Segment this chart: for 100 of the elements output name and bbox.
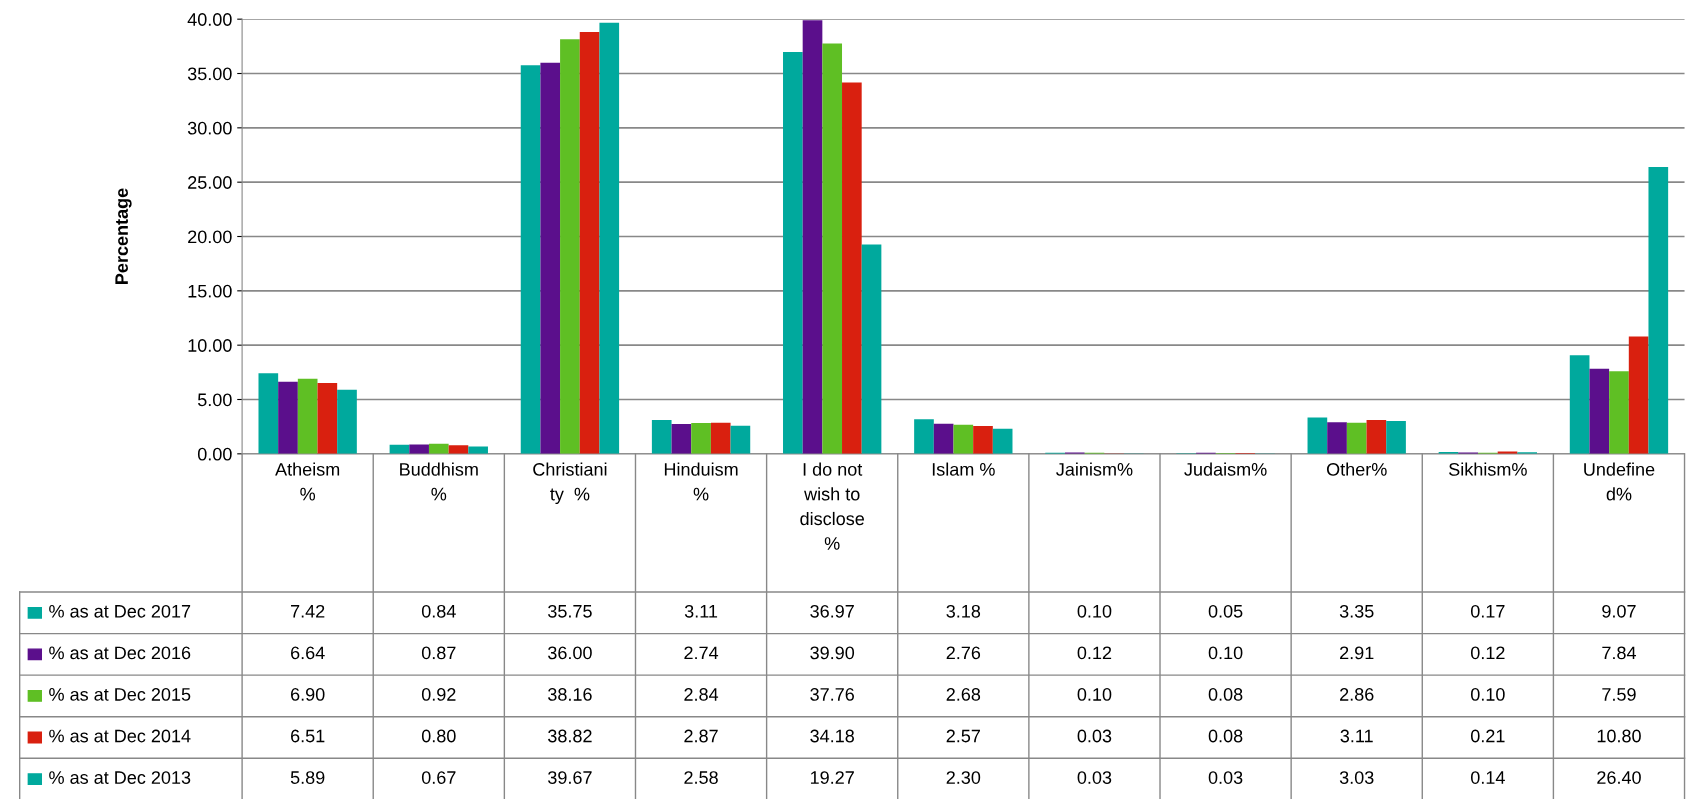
data-label: 3.35: [1339, 604, 1374, 618]
data-label: 3.18: [946, 604, 981, 618]
bar: [992, 428, 1013, 454]
data-label: 2.30: [946, 771, 981, 784]
bar: [1366, 420, 1387, 454]
bar: [1327, 422, 1347, 454]
bar: [802, 20, 823, 454]
data-label: 35.75: [548, 604, 592, 618]
bar: [933, 423, 954, 454]
y-tick-label: 15.00: [188, 284, 232, 298]
data-label: 34.18: [810, 729, 854, 743]
data-label: 39.90: [810, 646, 855, 660]
y-tick-label: 10.00: [188, 339, 232, 352]
x-tick-label: Hinduism %: [664, 462, 738, 501]
bar: [317, 383, 338, 454]
x-tick-label: Buddhism %: [400, 462, 478, 501]
x-tick-label: I do not wish to disclose %: [800, 462, 864, 550]
data-label: 2.58: [684, 771, 718, 784]
legend-label: % as at Dec 2013: [49, 771, 191, 784]
data-label: 2.57: [946, 729, 980, 743]
y-tick-label: 20.00: [188, 230, 232, 244]
bar: [579, 32, 600, 454]
data-label: 6.64: [291, 646, 325, 660]
data-label: 2.91: [1340, 646, 1374, 660]
data-label: 7.42: [291, 604, 325, 618]
bar: [783, 52, 803, 454]
data-label: 0.08: [1208, 729, 1243, 743]
bar: [278, 381, 298, 454]
data-label: 0.80: [421, 729, 456, 743]
data-label: 0.03: [1208, 771, 1243, 784]
bar: [409, 444, 429, 454]
data-label: 2.86: [1340, 688, 1374, 701]
data-label: 36.00: [548, 646, 592, 660]
x-tick-label: Undefine d%: [1584, 462, 1655, 501]
bar: [520, 65, 541, 454]
x-tick-label: Sikhism%: [1449, 462, 1527, 476]
bar: [540, 62, 561, 454]
bar: [1589, 368, 1610, 454]
legend-label: % as at Dec 2016: [49, 646, 191, 660]
y-tick-label: 30.00: [187, 121, 232, 135]
bar: [1346, 422, 1367, 454]
bar: [1628, 336, 1649, 454]
data-label: 0.67: [421, 771, 456, 784]
data-label: 0.87: [421, 646, 456, 660]
data-label: 6.90: [291, 688, 325, 701]
data-label: 2.68: [946, 688, 981, 701]
bar: [822, 43, 843, 454]
bar: [1307, 417, 1328, 454]
data-label: 37.76: [810, 688, 854, 701]
data-label: 38.16: [548, 688, 592, 701]
bar: [710, 422, 731, 454]
bar: [428, 443, 449, 454]
bar: [1386, 420, 1406, 454]
data-label: 3.03: [1339, 771, 1374, 784]
data-label: 36.97: [810, 604, 854, 618]
bar: [560, 39, 580, 454]
bar: [1648, 166, 1669, 454]
bar: [973, 425, 993, 454]
data-label: 10.80: [1597, 729, 1641, 743]
data-label: 9.07: [1602, 604, 1636, 618]
y-tick-label: 40.00: [187, 13, 232, 26]
data-label: 0.10: [1077, 688, 1112, 701]
y-tick-label: 35.00: [187, 67, 232, 81]
data-label: 39.67: [548, 771, 592, 784]
data-label: 7.84: [1602, 646, 1637, 660]
x-tick-label: Judaism%: [1184, 462, 1267, 476]
legend-label: % as at Dec 2017: [49, 604, 191, 618]
y-tick-label: 25.00: [188, 176, 232, 189]
legend-label: % as at Dec 2014: [49, 729, 191, 743]
data-label: 0.17: [1470, 604, 1505, 618]
bar: [730, 425, 751, 454]
bar: [258, 373, 279, 454]
bar: [691, 422, 711, 454]
x-tick-label: Christiani ty %: [533, 462, 607, 505]
bar: [599, 22, 620, 454]
data-label: 6.51: [291, 729, 325, 743]
bar: [914, 419, 934, 454]
data-label: 7.59: [1602, 688, 1636, 701]
y-tick-label: 5.00: [197, 393, 232, 407]
data-label: 3.11: [684, 604, 718, 618]
data-label: 26.40: [1597, 771, 1641, 784]
data-label: 0.03: [1077, 771, 1112, 784]
y-axis-title: Percentage: [115, 188, 132, 284]
data-label: 0.12: [1077, 646, 1112, 660]
bar: [1569, 355, 1590, 454]
data-label: 2.84: [684, 688, 719, 701]
data-label: 19.27: [810, 771, 854, 784]
data-label: 3.11: [1340, 729, 1373, 743]
y-tick-label: 0.00: [197, 447, 232, 461]
data-label: 0.12: [1470, 646, 1505, 660]
data-label: 0.21: [1470, 729, 1505, 743]
bar: [671, 424, 692, 454]
data-label: 5.89: [290, 771, 325, 784]
x-tick-label: Jainism%: [1056, 462, 1133, 476]
data-label: 0.14: [1470, 771, 1505, 784]
data-label: 2.74: [684, 646, 719, 660]
bar: [651, 420, 672, 454]
bar: [337, 389, 357, 454]
bar: [861, 244, 882, 454]
data-label: 2.76: [946, 646, 981, 660]
